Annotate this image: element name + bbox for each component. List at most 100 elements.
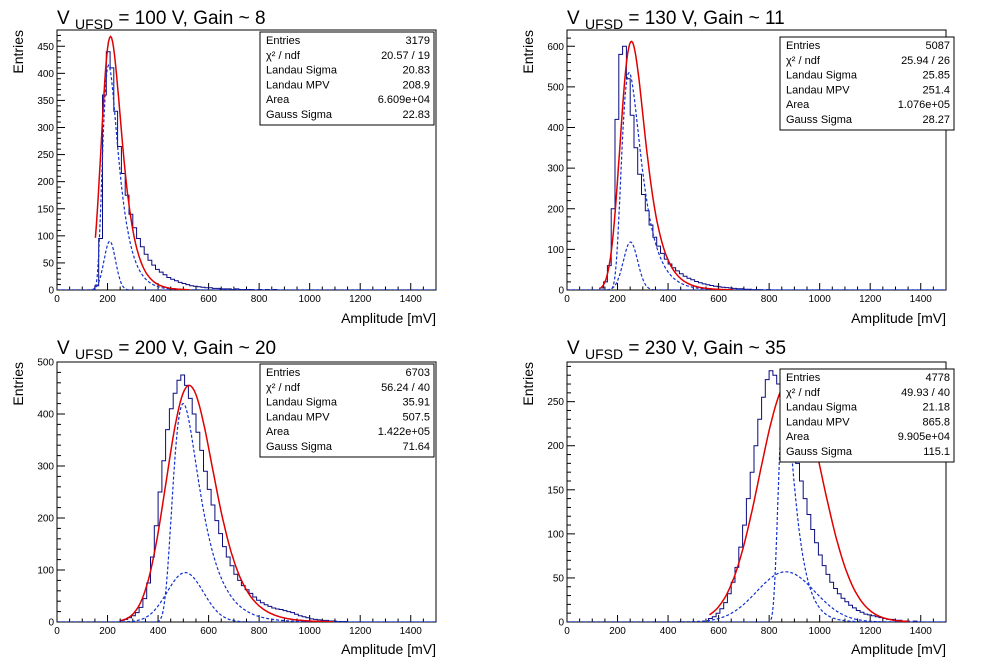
x-tick-label: 1200 [859, 626, 882, 637]
stats-label: χ² / ndf [266, 50, 301, 62]
x-tick-label: 0 [564, 294, 570, 305]
stats-value: 35.91 [402, 397, 430, 409]
y-tick-label: 600 [547, 42, 564, 53]
y-tick-label: 300 [37, 123, 54, 134]
y-tick-label: 350 [37, 96, 54, 107]
chart-panel-1: V UFSD = 100 V, Gain ~ 8 0 200 400 600 800 100… [10, 8, 437, 326]
stats-value: 6.609e+04 [378, 94, 430, 106]
stats-value: 251.4 [922, 84, 950, 96]
stats-value: 1.076e+05 [898, 99, 950, 111]
stats-value: 56.24 / 40 [381, 382, 430, 394]
stats-value: 5087 [926, 40, 950, 52]
stats-value: 28.27 [922, 114, 950, 126]
title-symbol: V [57, 338, 75, 359]
chart-title: V UFSD = 100 V, Gain ~ 8 [57, 8, 266, 32]
x-tick-label: 400 [660, 294, 677, 305]
stats-value: 25.94 / 26 [901, 55, 950, 67]
stats-box: Entries 4778 χ² / ndf 49.93 / 40 Landau Sigm… [779, 368, 955, 463]
stats-label: Landau MPV [266, 79, 330, 91]
x-tick-label: 600 [710, 626, 727, 637]
x-tick-label: 1000 [299, 294, 322, 305]
stats-label: Entries [786, 372, 821, 384]
y-tick-label: 50 [553, 573, 565, 584]
stats-label: Landau Sigma [266, 397, 338, 409]
stats-label: Gauss Sigma [266, 109, 333, 121]
y-tick-label: 250 [37, 150, 54, 161]
stats-value: 9.905e+04 [898, 431, 950, 443]
stats-value: 208.9 [402, 79, 430, 91]
fit-curve [94, 35, 190, 290]
x-tick-label: 800 [761, 294, 778, 305]
histogram [94, 51, 285, 290]
stats-label: Entries [266, 367, 301, 379]
stats-value: 71.64 [402, 441, 430, 453]
stats-value: 21.18 [922, 402, 950, 414]
x-axis-label: Amplitude [mV] [341, 310, 436, 326]
stats-label: χ² / ndf [266, 382, 301, 394]
stats-value: 20.57 / 19 [381, 50, 430, 62]
title-rest: = 100 V, Gain ~ 8 [113, 8, 265, 29]
stats-box: Entries 3179 χ² / ndf 20.57 / 19 Landau Sigm… [259, 31, 435, 126]
stats-value: 22.83 [402, 109, 430, 121]
y-tick-label: 450 [37, 42, 54, 53]
y-tick-label: 300 [37, 462, 54, 473]
stats-box-frame [259, 363, 435, 458]
stats-label: Landau MPV [786, 416, 850, 428]
y-tick-label: 100 [547, 245, 564, 256]
chart-panel-2: V UFSD = 130 V, Gain ~ 11 0 200 400 600 800 10… [520, 8, 955, 326]
stats-box-frame [779, 36, 955, 131]
stats-label: Entries [266, 35, 301, 47]
x-tick-label: 1400 [400, 294, 423, 305]
stats-value: 20.83 [402, 65, 430, 77]
y-tick-label: 100 [37, 231, 54, 242]
stats-label: Landau MPV [266, 411, 330, 423]
chart-title: V UFSD = 130 V, Gain ~ 11 [567, 8, 785, 32]
stats-label: χ² / ndf [786, 387, 821, 399]
histogram [599, 45, 778, 290]
y-tick-label: 200 [547, 204, 564, 215]
y-axis-label: Entries [520, 362, 536, 406]
landau-component-curve [57, 64, 436, 290]
title-subscript: UFSD [585, 16, 623, 32]
chart-title: V UFSD = 200 V, Gain ~ 20 [57, 338, 276, 362]
y-tick-label: 150 [547, 485, 564, 496]
stats-box: Entries 5087 χ² / ndf 25.94 / 26 Landau Sigm… [779, 36, 955, 131]
stats-label: Landau Sigma [786, 402, 858, 414]
stats-label: Area [786, 99, 810, 111]
y-tick-label: 500 [547, 82, 564, 93]
x-tick-label: 600 [200, 294, 217, 305]
y-tick-label: 0 [558, 618, 564, 629]
stats-box: Entries 6703 χ² / ndf 56.24 / 40 Landau Sigm… [259, 363, 435, 458]
x-tick-label: 1200 [349, 294, 372, 305]
title-rest: = 130 V, Gain ~ 11 [623, 8, 785, 29]
stats-value: 115.1 [923, 446, 950, 458]
x-tick-label: 400 [150, 626, 167, 637]
x-tick-label: 600 [200, 626, 217, 637]
stats-value: 25.85 [922, 70, 950, 82]
stats-label: Area [266, 426, 290, 438]
title-subscript: UFSD [585, 346, 623, 362]
histogram [708, 370, 921, 622]
stats-label: Area [786, 431, 810, 443]
title-subscript: UFSD [75, 16, 113, 32]
stats-label: Gauss Sigma [266, 441, 333, 453]
y-tick-label: 0 [558, 286, 564, 297]
x-tick-label: 400 [660, 626, 677, 637]
y-tick-label: 300 [547, 164, 564, 175]
stats-box-frame [259, 31, 435, 126]
gauss-component-curve [567, 571, 946, 622]
y-tick-label: 400 [37, 410, 54, 421]
stats-label: Landau MPV [786, 84, 850, 96]
chart-panel-4: V UFSD = 230 V, Gain ~ 35 0 200 400 600 800 10… [520, 338, 955, 657]
stats-value: 865.8 [922, 416, 950, 428]
stats-label: Entries [786, 40, 821, 52]
histogram [119, 374, 349, 622]
y-tick-label: 100 [37, 566, 54, 577]
stats-value: 49.93 / 40 [901, 387, 950, 399]
y-axis-label: Entries [520, 30, 536, 74]
y-tick-label: 100 [547, 529, 564, 540]
y-tick-label: 0 [48, 618, 54, 629]
stats-value: 6703 [406, 367, 430, 379]
fit-curve [120, 384, 334, 622]
